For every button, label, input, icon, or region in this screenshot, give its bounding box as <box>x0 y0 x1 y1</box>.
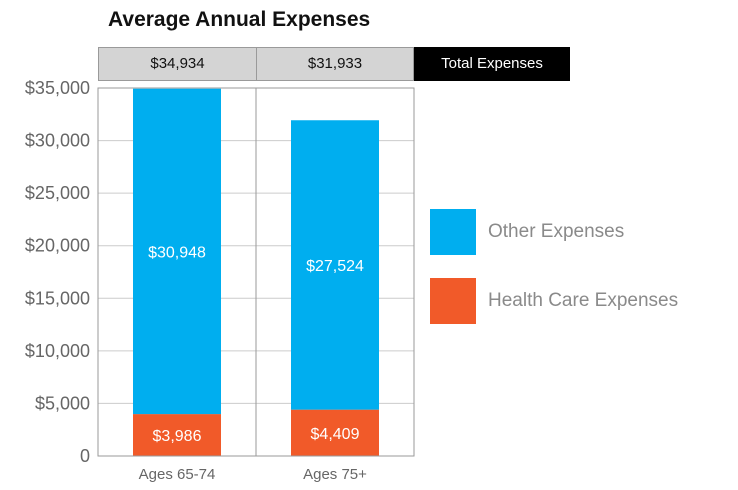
data-label-health-care-expenses: $3,986 <box>153 428 202 445</box>
plot-frame <box>97 87 415 457</box>
data-label-other-expenses: $30,948 <box>148 244 206 261</box>
legend-label-other-expenses: Other Expenses <box>488 221 625 242</box>
legend-swatch-health-care-expenses <box>430 278 476 324</box>
bar-health-care-expenses <box>133 414 221 456</box>
y-tick-label: $35,000 <box>25 78 90 98</box>
total-expenses-label: Total Expenses <box>414 47 570 81</box>
bar-other-expenses <box>133 88 221 415</box>
legend-swatch-other-expenses <box>430 209 476 255</box>
y-tick-label: $5,000 <box>35 393 90 413</box>
chart-title: Average Annual Expenses <box>108 8 371 31</box>
data-label-other-expenses: $27,524 <box>306 258 364 275</box>
x-axis-categories: Ages 65-74 Ages 75+ <box>139 466 368 483</box>
y-tick-label: 0 <box>80 446 90 466</box>
total-value-ages-75-plus: $31,933 <box>307 55 363 72</box>
x-category-label: Ages 65-74 <box>139 466 216 483</box>
data-label-health-care-expenses: $4,409 <box>311 426 360 443</box>
y-axis-ticks: 0 $5,000 $10,000 $15,000 $20,000 $25,000 $30,0… <box>25 78 90 466</box>
y-tick-label: $15,000 <box>25 288 90 308</box>
bars: $3,986 $30,948 $4,409 $27,524 <box>133 88 379 456</box>
y-tick-label: $10,000 <box>25 341 90 361</box>
totals-band: $34,934 $31,933 <box>98 47 414 81</box>
y-tick-label: $20,000 <box>25 236 90 256</box>
totals-divider <box>256 48 257 80</box>
total-value-ages-65-74: $34,934 <box>150 55 205 72</box>
y-tick-label: $25,000 <box>25 183 90 203</box>
bar-health-care-expenses <box>291 409 379 456</box>
x-category-label: Ages 75+ <box>303 466 367 483</box>
y-tick-label: $30,000 <box>25 131 90 151</box>
legend-label-health-care-expenses: Health Care Expenses <box>488 290 679 311</box>
bar-other-expenses <box>291 120 379 410</box>
